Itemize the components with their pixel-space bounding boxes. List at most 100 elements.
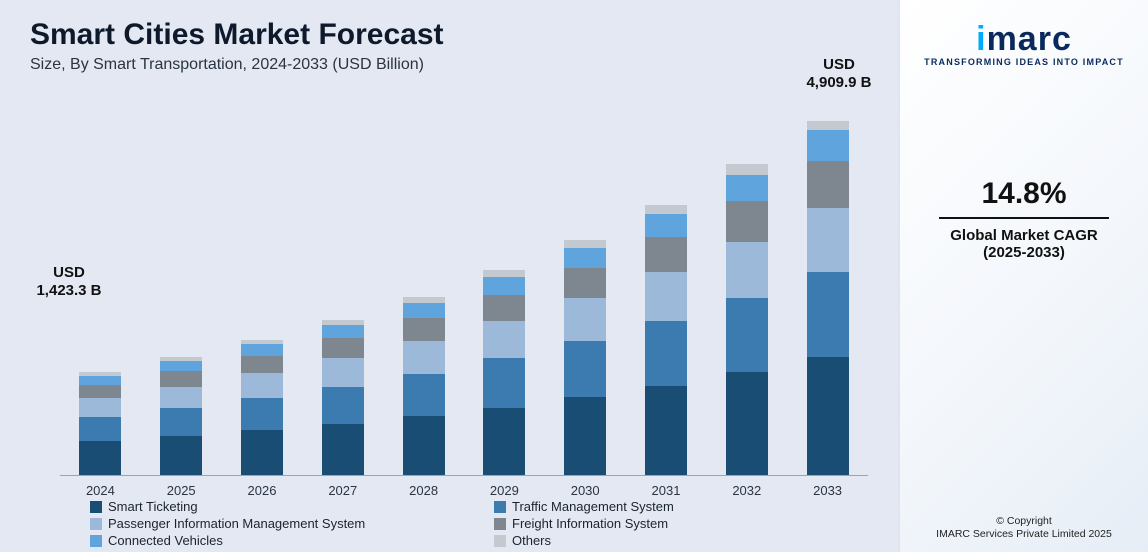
bar-segment (726, 372, 768, 475)
x-tick-label: 2027 (302, 483, 383, 498)
page-root: Smart Cities Market Forecast Size, By Sm… (0, 0, 1148, 552)
x-tick-label: 2031 (626, 483, 707, 498)
bar-column (464, 270, 545, 475)
divider (939, 217, 1109, 219)
bar-segment (160, 361, 202, 371)
legend-label: Freight Information System (512, 516, 668, 531)
x-tick-label: 2026 (222, 483, 303, 498)
bars-container (60, 114, 868, 475)
x-axis-labels: 2024202520262027202820292030203120322033 (60, 483, 868, 498)
bar-segment (322, 338, 364, 358)
plot-area (60, 114, 868, 476)
bar-segment (79, 417, 121, 442)
bar-segment (645, 321, 687, 386)
bar-segment (564, 341, 606, 397)
logo-text: marc (987, 20, 1072, 58)
bar-segment (241, 398, 283, 430)
bar-segment (645, 214, 687, 237)
bar-segment (79, 376, 121, 385)
callout-line: 4,909.9 B (794, 74, 884, 92)
bar-segment (807, 161, 849, 208)
bar-segment (241, 356, 283, 374)
bar-column (60, 372, 141, 475)
bar (241, 340, 283, 475)
bar-column (626, 205, 707, 475)
legend-label: Traffic Management System (512, 499, 674, 514)
bar-segment (403, 318, 445, 341)
bar (807, 121, 849, 475)
bar-column (706, 164, 787, 475)
bar-segment (483, 270, 525, 277)
bar-column (383, 297, 464, 475)
bar-segment (483, 358, 525, 407)
bar-segment (322, 358, 364, 386)
x-tick-label: 2024 (60, 483, 141, 498)
legend: Smart Ticketing Traffic Management System… (90, 499, 858, 548)
logo-wordmark: imarc (924, 20, 1124, 59)
bar-segment (322, 325, 364, 338)
legend-label: Others (512, 533, 551, 548)
legend-swatch (90, 535, 102, 547)
chart-title: Smart Cities Market Forecast (30, 18, 878, 52)
x-tick-label: 2033 (787, 483, 868, 498)
x-tick-label: 2025 (141, 483, 222, 498)
legend-item: Connected Vehicles (90, 533, 454, 548)
copyright-line: © Copyright (900, 515, 1148, 529)
x-tick-label: 2029 (464, 483, 545, 498)
bar-segment (564, 298, 606, 341)
bar-segment (403, 341, 445, 373)
bar-segment (564, 240, 606, 248)
legend-item: Passenger Information Management System (90, 516, 454, 531)
bar-segment (807, 272, 849, 357)
bar (645, 205, 687, 475)
legend-label: Smart Ticketing (108, 499, 198, 514)
bar-segment (403, 374, 445, 417)
legend-label: Passenger Information Management System (108, 516, 365, 531)
bar-segment (241, 373, 283, 398)
bar (483, 270, 525, 475)
bar-segment (726, 175, 768, 202)
bar-segment (645, 272, 687, 321)
bar-segment (564, 397, 606, 475)
bar-segment (483, 277, 525, 295)
x-tick-label: 2032 (706, 483, 787, 498)
bar-segment (79, 385, 121, 398)
bar-segment (483, 295, 525, 322)
legend-item: Traffic Management System (494, 499, 858, 514)
side-panel: imarc TRANSFORMING IDEAS INTO IMPACT 14.… (898, 0, 1148, 552)
bar-segment (483, 408, 525, 476)
bar-segment (564, 248, 606, 268)
callout-line: USD (794, 56, 884, 74)
bar-segment (160, 436, 202, 475)
legend-swatch (494, 535, 506, 547)
end-value-callout: USD 4,909.9 B (794, 56, 884, 92)
copyright: © Copyright IMARC Services Private Limit… (900, 515, 1148, 542)
bar-segment (726, 242, 768, 298)
legend-item: Smart Ticketing (90, 499, 454, 514)
bar-segment (807, 357, 849, 475)
bar (79, 372, 121, 475)
legend-label: Connected Vehicles (108, 533, 223, 548)
bar-segment (160, 408, 202, 436)
logo-tagline: TRANSFORMING IDEAS INTO IMPACT (924, 57, 1124, 67)
bar-column (222, 340, 303, 475)
bar-segment (322, 387, 364, 424)
bar-segment (79, 441, 121, 475)
bar-segment (160, 387, 202, 408)
bar-segment (403, 416, 445, 475)
bar-segment (807, 208, 849, 273)
bar-segment (322, 424, 364, 475)
bar-segment (241, 344, 283, 356)
cagr-value: 14.8% (939, 177, 1109, 211)
bar-column (141, 357, 222, 475)
cagr-label: Global Market CAGR (939, 227, 1109, 244)
bar-segment (807, 121, 849, 131)
bar (564, 240, 606, 475)
legend-swatch (494, 518, 506, 530)
bar-segment (564, 268, 606, 299)
chart-subtitle: Size, By Smart Transportation, 2024-2033… (30, 56, 878, 74)
legend-swatch (90, 518, 102, 530)
x-tick-label: 2030 (545, 483, 626, 498)
legend-swatch (90, 501, 102, 513)
cagr-period: (2025-2033) (939, 244, 1109, 261)
